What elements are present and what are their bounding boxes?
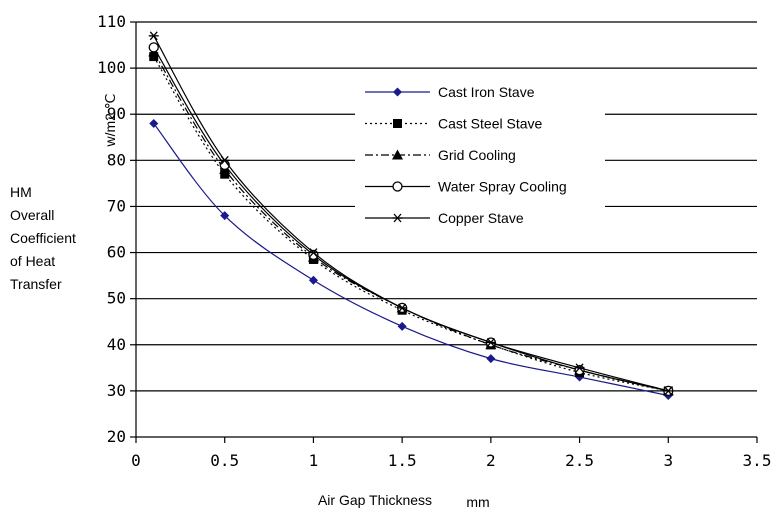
- y-tick-label: 90: [107, 104, 126, 123]
- data-point-copper-stave: [219, 155, 230, 165]
- legend-entry-cast-iron-stave: Cast Iron Stave: [365, 84, 535, 100]
- data-point-copper-stave: [574, 363, 585, 373]
- x-axis-unit: mm: [466, 494, 489, 510]
- legend-entry-grid-cooling: Grid Cooling: [365, 147, 516, 163]
- y-axis-label-line: Coefficient: [10, 230, 76, 246]
- axis-labels: Air Gap Thickness mm HM Overall Coefficient o…: [10, 93, 490, 510]
- legend-entry-water-spray-cooling: Water Spray Cooling: [365, 179, 567, 195]
- x-tick-label: 2.5: [565, 451, 594, 470]
- data-point-copper-stave: [397, 303, 408, 313]
- series-group: [148, 31, 674, 400]
- x-tick-label: 1: [309, 451, 319, 470]
- legend-marker: [392, 149, 403, 160]
- y-tick-label: 40: [107, 335, 126, 354]
- y-axis-label-line: of Heat: [10, 253, 55, 269]
- y-axis-label-line: HM: [10, 184, 32, 200]
- y-tick-label: 50: [107, 289, 126, 308]
- data-point-cast-iron-stave: [397, 321, 407, 331]
- data-point-copper-stave: [148, 31, 159, 41]
- x-tick-label: 3.5: [743, 451, 772, 470]
- legend-marker: [393, 119, 402, 128]
- x-tick-label: 2: [486, 451, 496, 470]
- star-stroke: [220, 155, 229, 165]
- data-point-water-spray-cooling: [148, 42, 159, 53]
- legend-label: Cast Iron Stave: [438, 84, 535, 100]
- data-point-copper-stave: [485, 338, 496, 347]
- legend-label: Water Spray Cooling: [438, 179, 567, 195]
- x-tick-label: 1.5: [388, 451, 417, 470]
- legend-label: Grid Cooling: [438, 147, 516, 163]
- x-tick-label: 3: [663, 451, 673, 470]
- data-point-copper-stave: [308, 248, 319, 257]
- legend-entry-cast-steel-stave: Cast Steel Stave: [365, 116, 542, 132]
- legend-label: Copper Stave: [438, 210, 524, 226]
- x-tick-label: 0.5: [210, 451, 239, 470]
- star-stroke: [486, 338, 495, 347]
- data-point-cast-iron-stave: [308, 275, 318, 285]
- star-stroke: [149, 31, 158, 41]
- star-stroke: [664, 386, 673, 396]
- data-point-cast-steel-stave: [220, 169, 230, 179]
- star-stroke: [575, 363, 584, 373]
- x-tick-label: 0: [131, 451, 141, 470]
- y-tick-label: 110: [97, 12, 126, 31]
- y-tick-label: 80: [107, 150, 126, 169]
- y-tick-label: 30: [107, 381, 126, 400]
- y-axis-unit: w/m2.℃: [102, 93, 118, 147]
- data-point-cast-iron-stave: [220, 211, 230, 221]
- y-tick-label: 70: [107, 196, 126, 215]
- y-axis-label-line: Transfer: [10, 276, 62, 292]
- series-copper-stave: [148, 31, 674, 396]
- data-point-cast-steel-stave: [149, 52, 159, 62]
- legend: Cast Iron Stave Cast Steel Stave Grid Cool…: [355, 72, 605, 238]
- legend-marker: [392, 181, 403, 192]
- star-stroke: [393, 213, 402, 223]
- axes: 20 30 40 50 60 70 80 90 100 110 0 0.5 1 1.5 2 2.5 3 3.5: [97, 12, 771, 470]
- legend-label: Cast Steel Stave: [438, 116, 542, 132]
- y-axis-label-line: Overall: [10, 207, 54, 223]
- data-point-cast-iron-stave: [486, 354, 496, 364]
- y-tick-label: 100: [97, 58, 126, 77]
- star-stroke: [309, 248, 318, 257]
- legend-entry-copper-stave: Copper Stave: [365, 210, 524, 226]
- data-point-copper-stave: [663, 386, 674, 396]
- legend-marker: [392, 213, 403, 223]
- y-tick-label: 20: [107, 427, 126, 446]
- y-tick-label: 60: [107, 243, 126, 262]
- star-stroke: [398, 303, 407, 313]
- legend-marker: [393, 87, 402, 97]
- x-axis-label: Air Gap Thickness: [318, 492, 432, 508]
- data-point-cast-iron-stave: [149, 118, 159, 128]
